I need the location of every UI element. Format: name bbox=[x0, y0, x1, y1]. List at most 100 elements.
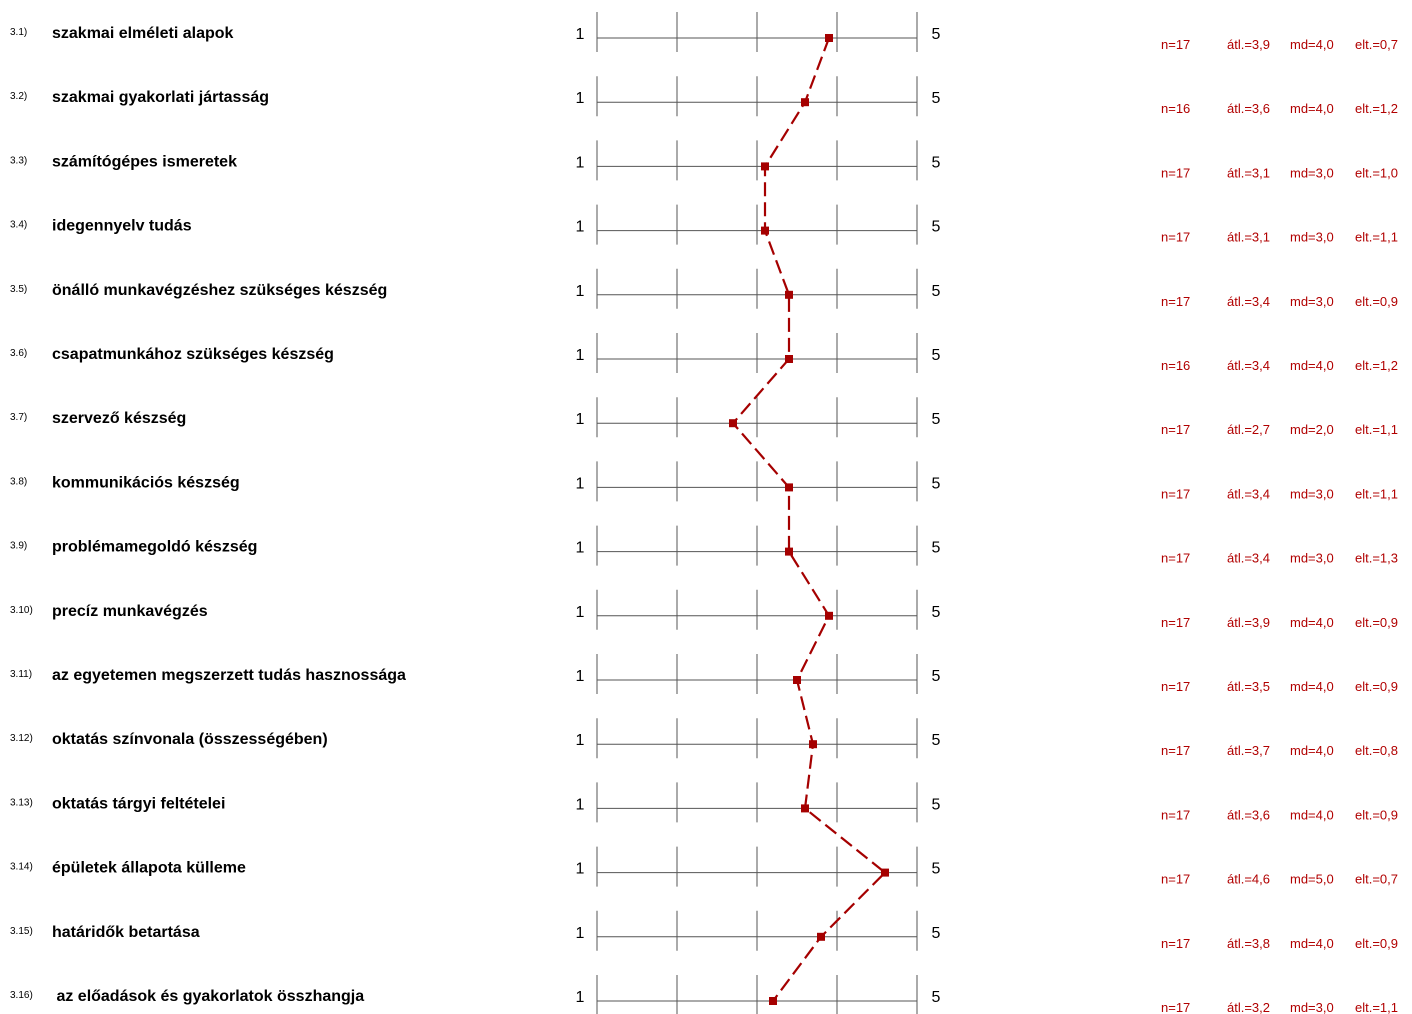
series-point bbox=[761, 226, 769, 235]
stat-n: n=17 bbox=[1161, 37, 1190, 52]
stat-mean: átl.=3,1 bbox=[1227, 165, 1270, 180]
series-point bbox=[825, 611, 833, 620]
stat-sd: elt.=0,9 bbox=[1355, 807, 1398, 822]
item-number: 3.4) bbox=[10, 220, 27, 231]
item-number: 3.13) bbox=[10, 797, 33, 808]
item-label: problémamegoldó készség bbox=[52, 539, 257, 556]
stat-mean: átl.=3,6 bbox=[1227, 807, 1270, 822]
stat-mean: átl.=2,7 bbox=[1227, 422, 1270, 437]
stat-median: md=3,0 bbox=[1290, 1000, 1334, 1014]
item-label: az előadások és gyakorlatok összhangja bbox=[52, 988, 364, 1005]
series-point bbox=[785, 290, 793, 299]
item-label: precíz munkavégzés bbox=[52, 603, 208, 620]
stat-median: md=4,0 bbox=[1290, 615, 1334, 630]
item-label: számítógépes ismeretek bbox=[52, 153, 237, 170]
item-number: 3.2) bbox=[10, 91, 27, 102]
stat-sd: elt.=0,9 bbox=[1355, 679, 1398, 694]
stat-mean: átl.=4,6 bbox=[1227, 872, 1270, 887]
item-number: 3.1) bbox=[10, 27, 27, 38]
scale-max-label: 5 bbox=[932, 732, 941, 749]
row-14: 3.14) épületek állapota külleme 1 5 n=17 átl.… bbox=[10, 846, 1398, 887]
item-number: 3.11) bbox=[10, 669, 32, 680]
series-point bbox=[729, 419, 737, 428]
item-number: 3.15) bbox=[10, 926, 33, 937]
item-number: 3.14) bbox=[10, 862, 33, 873]
scale-min-label: 1 bbox=[576, 989, 585, 1006]
scale-max-label: 5 bbox=[932, 219, 941, 236]
stat-mean: átl.=3,9 bbox=[1227, 615, 1270, 630]
stat-median: md=2,0 bbox=[1290, 422, 1334, 437]
series-point bbox=[809, 740, 817, 749]
scale-max-label: 5 bbox=[932, 604, 941, 621]
scale-max-label: 5 bbox=[932, 154, 941, 171]
item-label: az egyetemen megszerzett tudás hasznossá… bbox=[52, 667, 406, 684]
scale-max-label: 5 bbox=[932, 347, 941, 364]
stat-median: md=4,0 bbox=[1290, 37, 1334, 52]
stat-median: md=3,0 bbox=[1290, 294, 1334, 309]
series-point bbox=[785, 547, 793, 556]
item-label: határidők betartása bbox=[52, 924, 200, 941]
row-12: 3.12) oktatás színvonala (összességében) 1… bbox=[10, 718, 1398, 759]
stat-sd: elt.=0,9 bbox=[1355, 615, 1398, 630]
stat-n: n=17 bbox=[1161, 872, 1190, 887]
scale-min-label: 1 bbox=[576, 475, 585, 492]
scale-max-label: 5 bbox=[932, 989, 941, 1006]
series-point bbox=[785, 483, 793, 492]
scale-max-label: 5 bbox=[932, 796, 941, 813]
stat-mean: átl.=3,4 bbox=[1227, 294, 1270, 309]
row-15: 3.15) határidők betartása 1 5 n=17 átl.=3,8 md… bbox=[10, 910, 1398, 951]
stat-sd: elt.=1,2 bbox=[1355, 358, 1398, 373]
stat-n: n=17 bbox=[1161, 936, 1190, 951]
item-label: idegennyelv tudás bbox=[52, 218, 192, 235]
scale-min-label: 1 bbox=[576, 732, 585, 749]
stat-sd: elt.=1,1 bbox=[1355, 486, 1398, 501]
stat-mean: átl.=3,8 bbox=[1227, 936, 1270, 951]
stat-n: n=17 bbox=[1161, 294, 1190, 309]
scale-min-label: 1 bbox=[576, 925, 585, 942]
stat-n: n=17 bbox=[1161, 743, 1190, 758]
series-line bbox=[731, 37, 887, 1002]
scale-min-label: 1 bbox=[576, 668, 585, 685]
stat-sd: elt.=0,8 bbox=[1355, 743, 1398, 758]
scale-max-label: 5 bbox=[932, 90, 941, 107]
item-label: csapatmunkához szükséges készség bbox=[52, 346, 334, 363]
row-9: 3.9) problémamegoldó készség 1 5 n=17 átl.=3,… bbox=[10, 525, 1398, 566]
scale-max-label: 5 bbox=[932, 283, 941, 300]
stat-sd: elt.=1,1 bbox=[1355, 422, 1398, 437]
stat-median: md=3,0 bbox=[1290, 230, 1334, 245]
series-point bbox=[761, 162, 769, 171]
row-16: 3.16) az előadások és gyakorlatok összha… bbox=[10, 975, 1398, 1014]
row-5: 3.5) önálló munkavégzéshez szükséges kész… bbox=[10, 268, 1398, 309]
stat-sd: elt.=1,3 bbox=[1355, 551, 1398, 566]
item-label: kommunikációs készség bbox=[52, 474, 240, 491]
row-1: 3.1) szakmai elméleti alapok 1 5 n=17 átl.=3,… bbox=[10, 12, 1398, 52]
row-7: 3.7) szervező készség 1 5 n=17 átl.=2,7 md=2,0… bbox=[10, 397, 1398, 438]
scale-min-label: 1 bbox=[576, 347, 585, 364]
row-6: 3.6) csapatmunkához szükséges készség 1 5 n=… bbox=[10, 333, 1398, 373]
item-number: 3.6) bbox=[10, 348, 27, 359]
stat-mean: átl.=3,9 bbox=[1227, 37, 1270, 52]
stat-sd: elt.=0,9 bbox=[1355, 936, 1398, 951]
scale-min-label: 1 bbox=[576, 154, 585, 171]
scale-min-label: 1 bbox=[576, 219, 585, 236]
stat-n: n=17 bbox=[1161, 807, 1190, 822]
item-label: szervező készség bbox=[52, 410, 186, 427]
series-point bbox=[825, 34, 833, 42]
item-number: 3.5) bbox=[10, 284, 27, 295]
stat-n: n=17 bbox=[1161, 679, 1190, 694]
scale-max-label: 5 bbox=[932, 668, 941, 685]
scale-min-label: 1 bbox=[576, 604, 585, 621]
scale-min-label: 1 bbox=[576, 796, 585, 813]
stat-n: n=17 bbox=[1161, 486, 1190, 501]
stat-mean: átl.=3,4 bbox=[1227, 358, 1270, 373]
stat-sd: elt.=1,0 bbox=[1355, 165, 1398, 180]
scale-min-label: 1 bbox=[576, 861, 585, 878]
item-label: oktatás tárgyi feltételei bbox=[52, 795, 225, 812]
item-label: szakmai elméleti alapok bbox=[52, 25, 234, 42]
row-3: 3.3) számítógépes ismeretek 1 5 n=17 átl.=3,1… bbox=[10, 140, 1398, 181]
item-number: 3.9) bbox=[10, 541, 27, 552]
scale-min-label: 1 bbox=[576, 90, 585, 107]
stat-median: md=4,0 bbox=[1290, 807, 1334, 822]
stat-n: n=17 bbox=[1161, 551, 1190, 566]
scale-max-label: 5 bbox=[932, 26, 941, 43]
